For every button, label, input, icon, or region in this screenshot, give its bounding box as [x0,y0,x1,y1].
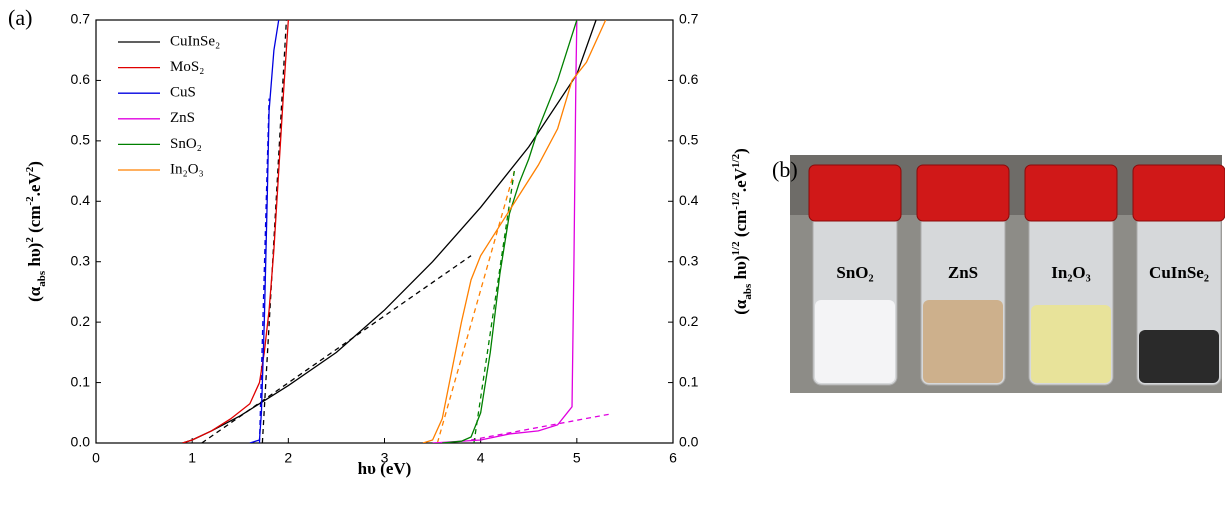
y2-tick-label: 0.1 [679,373,699,389]
legend-label: SnO₂ [170,136,202,152]
jar-cap [1024,164,1118,222]
x-tick-label: 0 [92,450,100,466]
y-axis-label: (αabs hυ)2 (cm-2.eV2) [24,161,48,302]
label-part: ) [731,148,750,154]
label-part: -1/2 [730,192,742,210]
y2-tick-label: 0.3 [679,252,699,268]
label-part: (cm [731,210,750,242]
label-part: 1/2 [730,153,742,168]
y2-axis-label: (αabs hυ)1/2 (cm-1/2.eV1/2) [730,148,754,315]
data-line [249,20,280,443]
x-tick-label: 3 [381,450,389,466]
x-axis-label: hυ (eV) [358,459,412,478]
y-tick-label: 0.1 [71,373,91,389]
label-part: .eV [25,172,44,197]
legend-label: In₂O₃ [170,161,204,177]
x-tick-label: 4 [477,450,485,466]
legend-label: CuS [170,85,196,101]
label-part: (α [25,286,44,302]
fit-line [436,170,515,443]
fit-line [258,98,270,443]
label-part: hυ) [731,255,750,283]
y2-tick-label: 0.5 [679,132,699,148]
label-part: -2 [24,196,36,206]
y2-tick-label: 0.6 [679,71,699,87]
label-part: abs [36,270,48,287]
y-tick-label: 0.6 [71,71,91,87]
jar-content [923,300,1003,383]
fit-line [470,413,611,441]
x-tick-label: 1 [188,450,196,466]
jar-label: SnO₂ [836,263,873,282]
y2-tick-label: 0.4 [679,192,699,208]
y-tick-label: 0.5 [71,132,91,148]
x-tick-label: 5 [573,450,581,466]
label-part: (cm [25,206,44,238]
y-tick-label: 0.7 [71,11,91,27]
label-part: 2 [24,237,36,243]
x-tick-label: 2 [284,450,292,466]
plot-frame [95,19,674,444]
data-line [182,20,289,443]
jar-label: ZnS [948,263,978,282]
y-tick-label: 0.2 [71,313,91,329]
jar-cap [916,164,1010,222]
data-line [442,20,578,443]
panel-label: (a) [8,5,32,30]
jar-content [1031,305,1111,383]
jar-content [1139,330,1219,383]
data-line [432,20,578,443]
panel-label: (b) [772,157,798,182]
jar-cap [808,164,902,222]
data-line [422,20,607,443]
jar-label: CuInSe₂ [1149,263,1209,282]
y2-tick-label: 0.0 [679,434,699,450]
label-part: (α [731,299,750,315]
label-part: 2 [24,166,36,172]
label-part: .eV [731,167,750,192]
label-part: abs [742,283,754,300]
label-part: ) [25,161,44,167]
x-tick-label: 6 [669,450,677,466]
y2-tick-label: 0.7 [679,11,699,27]
jar-cap [1132,164,1225,222]
jar-label: In₂O₃ [1051,263,1091,282]
legend-label: ZnS [170,110,195,126]
y-tick-label: 0.0 [71,434,91,450]
jar-content [815,300,895,383]
y-tick-label: 0.3 [71,252,91,268]
y-tick-label: 0.4 [71,192,91,208]
photo: SnO₂ ZnS In₂O₃ CuInSe₂ [790,155,1225,393]
data-line [182,20,597,443]
fit-line [473,170,515,443]
label-part: 1/2 [730,241,742,256]
y2-tick-label: 0.2 [679,313,699,329]
label-part: hυ) [25,243,44,271]
legend-label: MoS₂ [170,59,204,75]
legend-label: CuInSe₂ [170,33,220,49]
label-part: hυ (eV) [358,459,412,478]
